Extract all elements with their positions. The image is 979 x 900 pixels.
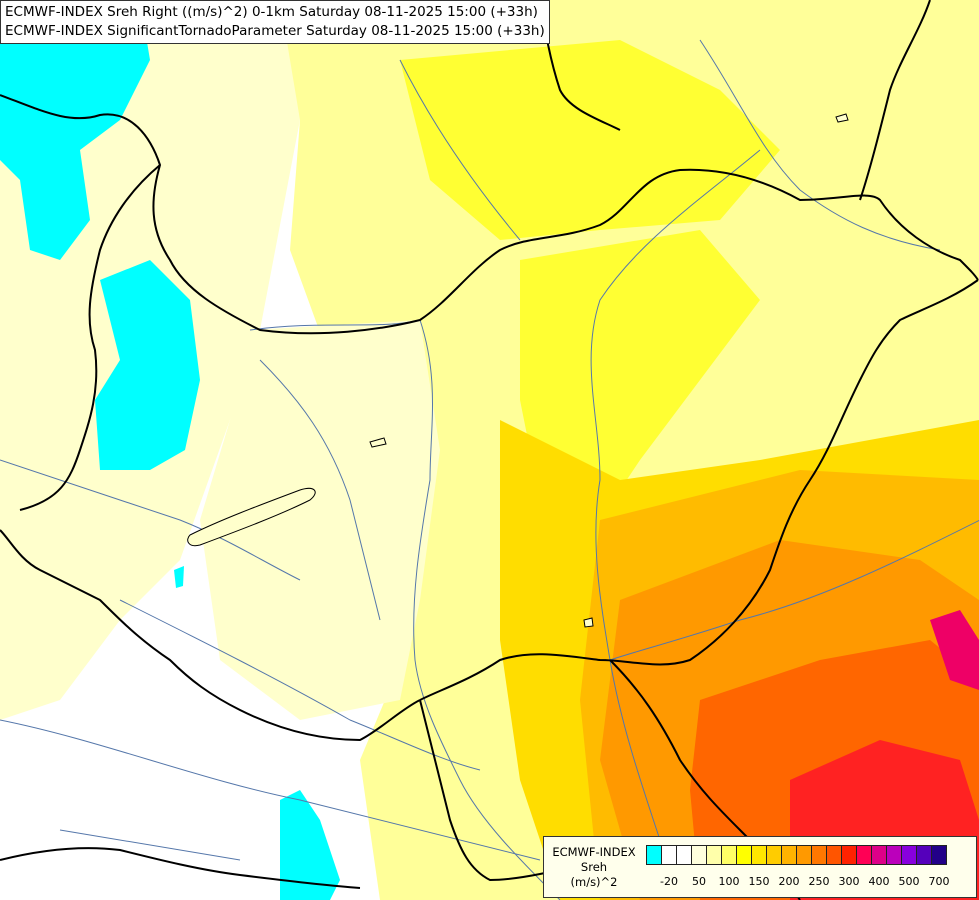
field-yellow-north xyxy=(400,40,780,240)
legend-tick-label: 200 xyxy=(778,875,800,888)
river-north xyxy=(399,59,521,241)
legend-swatch-4 xyxy=(706,845,722,865)
legend-swatches xyxy=(646,845,947,865)
legend-caption-variable: Sreh xyxy=(580,860,608,874)
legend-tick-label: 700 xyxy=(928,875,950,888)
field-cyan-dot xyxy=(174,566,184,588)
legend-swatch-0 xyxy=(646,845,662,865)
legend-swatch-14 xyxy=(856,845,872,865)
legend-swatch-18 xyxy=(916,845,932,865)
lakes-layer xyxy=(187,113,849,628)
border-west-austria xyxy=(19,164,161,511)
legend-caption: ECMWF-INDEX Sreh (m/s)^2 xyxy=(548,845,640,890)
rivers-layer xyxy=(0,39,979,900)
legend-swatch-12 xyxy=(826,845,842,865)
legend-swatch-8 xyxy=(766,845,782,865)
legend-swatch-17 xyxy=(901,845,917,865)
legend-tick-label: -20 xyxy=(660,875,678,888)
river-raba xyxy=(259,359,381,621)
legend-tick-label: 150 xyxy=(748,875,770,888)
lake-small-1 xyxy=(369,437,387,448)
river-south-west xyxy=(59,829,241,861)
legend-swatch-2 xyxy=(676,845,692,865)
legend-swatch-1 xyxy=(661,845,677,865)
field-cyan-south xyxy=(280,790,340,900)
legend-swatch-6 xyxy=(736,845,752,865)
legend-caption-model: ECMWF-INDEX xyxy=(552,845,636,859)
legend-swatch-3 xyxy=(691,845,707,865)
legend-swatch-9 xyxy=(781,845,797,865)
legend-swatch-11 xyxy=(811,845,827,865)
field-magenta xyxy=(930,610,979,690)
legend-tick-label: 100 xyxy=(718,875,740,888)
river-tisza xyxy=(590,149,761,841)
field-yellow-center xyxy=(520,230,760,520)
legend-tick-label: 50 xyxy=(692,875,706,888)
border-croatia-serbia xyxy=(419,699,601,881)
legend-caption-unit: (m/s)^2 xyxy=(570,875,618,889)
legend-swatch-5 xyxy=(721,845,737,865)
legend-tick-label: 500 xyxy=(898,875,920,888)
map-title-box: ECMWF-INDEX Sreh Right ((m/s)^2) 0-1km S… xyxy=(0,0,550,44)
border-east xyxy=(419,279,979,701)
lake-small-2 xyxy=(835,113,849,123)
lake-balaton xyxy=(187,487,316,547)
legend-swatch-16 xyxy=(886,845,902,865)
legend-swatch-10 xyxy=(796,845,812,865)
river-mures xyxy=(609,519,979,661)
legend-swatch-19 xyxy=(931,845,947,865)
river-sava xyxy=(0,719,541,861)
lake-small-3 xyxy=(583,617,594,628)
legend-swatch-15 xyxy=(871,845,887,865)
title-line-stp: ECMWF-INDEX SignificantTornadoParameter … xyxy=(5,23,545,39)
border-southwest-bosnia xyxy=(0,847,361,889)
title-line-sreh: ECMWF-INDEX Sreh Right ((m/s)^2) 0-1km S… xyxy=(5,4,538,20)
legend-tick-label: 250 xyxy=(808,875,830,888)
field-cyan-west-lake xyxy=(95,260,200,470)
river-northeast xyxy=(699,39,941,251)
legend-tick-label: 400 xyxy=(868,875,890,888)
river-west xyxy=(0,459,301,581)
color-legend: ECMWF-INDEX Sreh (m/s)^2 -20 50 100 150 200 2… xyxy=(543,836,977,898)
field-cyan-northwest xyxy=(0,0,150,260)
legend-swatch-13 xyxy=(841,845,857,865)
legend-swatch-7 xyxy=(751,845,767,865)
border-northeast xyxy=(859,0,931,201)
border-south-west xyxy=(0,529,421,741)
river-danube xyxy=(249,319,561,900)
legend-tick-label: 300 xyxy=(838,875,860,888)
